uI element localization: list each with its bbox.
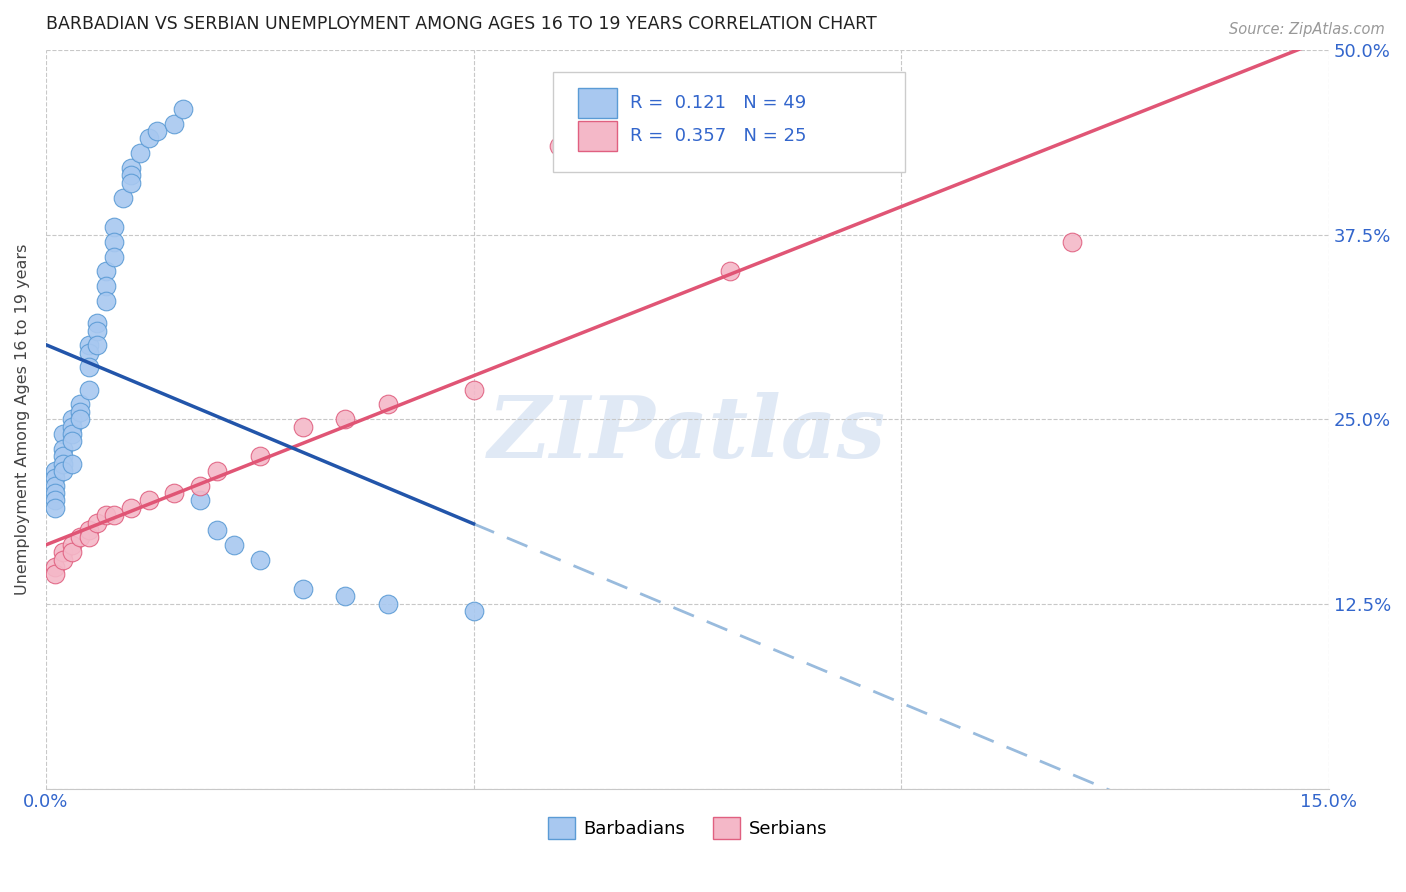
- Point: [377, 397, 399, 411]
- Point: [44, 464, 66, 478]
- FancyBboxPatch shape: [553, 72, 905, 172]
- Point: [335, 590, 357, 604]
- Point: [224, 538, 246, 552]
- Point: [86, 338, 108, 352]
- Point: [60, 545, 83, 559]
- Point: [44, 471, 66, 485]
- Point: [463, 383, 485, 397]
- Point: [121, 169, 143, 183]
- Point: [52, 426, 75, 441]
- Point: [111, 190, 134, 204]
- Point: [163, 486, 186, 500]
- Text: Source: ZipAtlas.com: Source: ZipAtlas.com: [1229, 22, 1385, 37]
- Point: [44, 560, 66, 574]
- Point: [60, 426, 83, 441]
- Point: [94, 279, 117, 293]
- Point: [377, 597, 399, 611]
- Point: [52, 457, 75, 471]
- Point: [52, 442, 75, 456]
- Point: [188, 493, 211, 508]
- Point: [52, 545, 75, 559]
- Point: [94, 264, 117, 278]
- Point: [94, 293, 117, 308]
- Point: [44, 493, 66, 508]
- Point: [86, 324, 108, 338]
- Point: [94, 508, 117, 523]
- Point: [60, 412, 83, 426]
- Point: [163, 117, 186, 131]
- Point: [291, 582, 314, 596]
- FancyBboxPatch shape: [578, 121, 617, 151]
- Point: [291, 419, 314, 434]
- Point: [463, 604, 485, 618]
- Point: [86, 516, 108, 530]
- Point: [86, 316, 108, 330]
- Point: [60, 457, 83, 471]
- Text: ZIPatlas: ZIPatlas: [488, 392, 886, 475]
- Point: [718, 264, 741, 278]
- Point: [103, 235, 125, 249]
- Point: [335, 412, 357, 426]
- Point: [60, 419, 83, 434]
- Point: [138, 131, 160, 145]
- Point: [249, 552, 271, 566]
- Point: [77, 360, 100, 375]
- Point: [77, 338, 100, 352]
- Point: [77, 383, 100, 397]
- Point: [77, 523, 100, 537]
- Point: [44, 500, 66, 515]
- Point: [172, 102, 194, 116]
- Point: [138, 493, 160, 508]
- Point: [103, 508, 125, 523]
- Text: R =  0.357   N = 25: R = 0.357 N = 25: [630, 128, 806, 145]
- Point: [69, 412, 91, 426]
- Point: [121, 161, 143, 175]
- Legend: Barbadians, Serbians: Barbadians, Serbians: [540, 810, 834, 846]
- Point: [103, 250, 125, 264]
- Point: [249, 449, 271, 463]
- Point: [52, 464, 75, 478]
- FancyBboxPatch shape: [578, 88, 617, 118]
- Point: [548, 139, 571, 153]
- Point: [52, 552, 75, 566]
- Point: [121, 500, 143, 515]
- Y-axis label: Unemployment Among Ages 16 to 19 years: Unemployment Among Ages 16 to 19 years: [15, 244, 30, 595]
- Point: [129, 146, 152, 161]
- Point: [77, 345, 100, 359]
- Point: [69, 405, 91, 419]
- Point: [121, 176, 143, 190]
- Text: R =  0.121   N = 49: R = 0.121 N = 49: [630, 94, 806, 112]
- Point: [44, 478, 66, 492]
- Point: [1062, 235, 1084, 249]
- Point: [77, 530, 100, 544]
- Point: [60, 434, 83, 449]
- Point: [188, 478, 211, 492]
- Point: [60, 538, 83, 552]
- Point: [69, 397, 91, 411]
- Point: [44, 567, 66, 582]
- Point: [103, 220, 125, 235]
- Point: [44, 486, 66, 500]
- Text: BARBADIAN VS SERBIAN UNEMPLOYMENT AMONG AGES 16 TO 19 YEARS CORRELATION CHART: BARBADIAN VS SERBIAN UNEMPLOYMENT AMONG …: [46, 15, 877, 33]
- Point: [205, 523, 228, 537]
- Point: [52, 449, 75, 463]
- Point: [146, 124, 169, 138]
- Point: [69, 530, 91, 544]
- Point: [205, 464, 228, 478]
